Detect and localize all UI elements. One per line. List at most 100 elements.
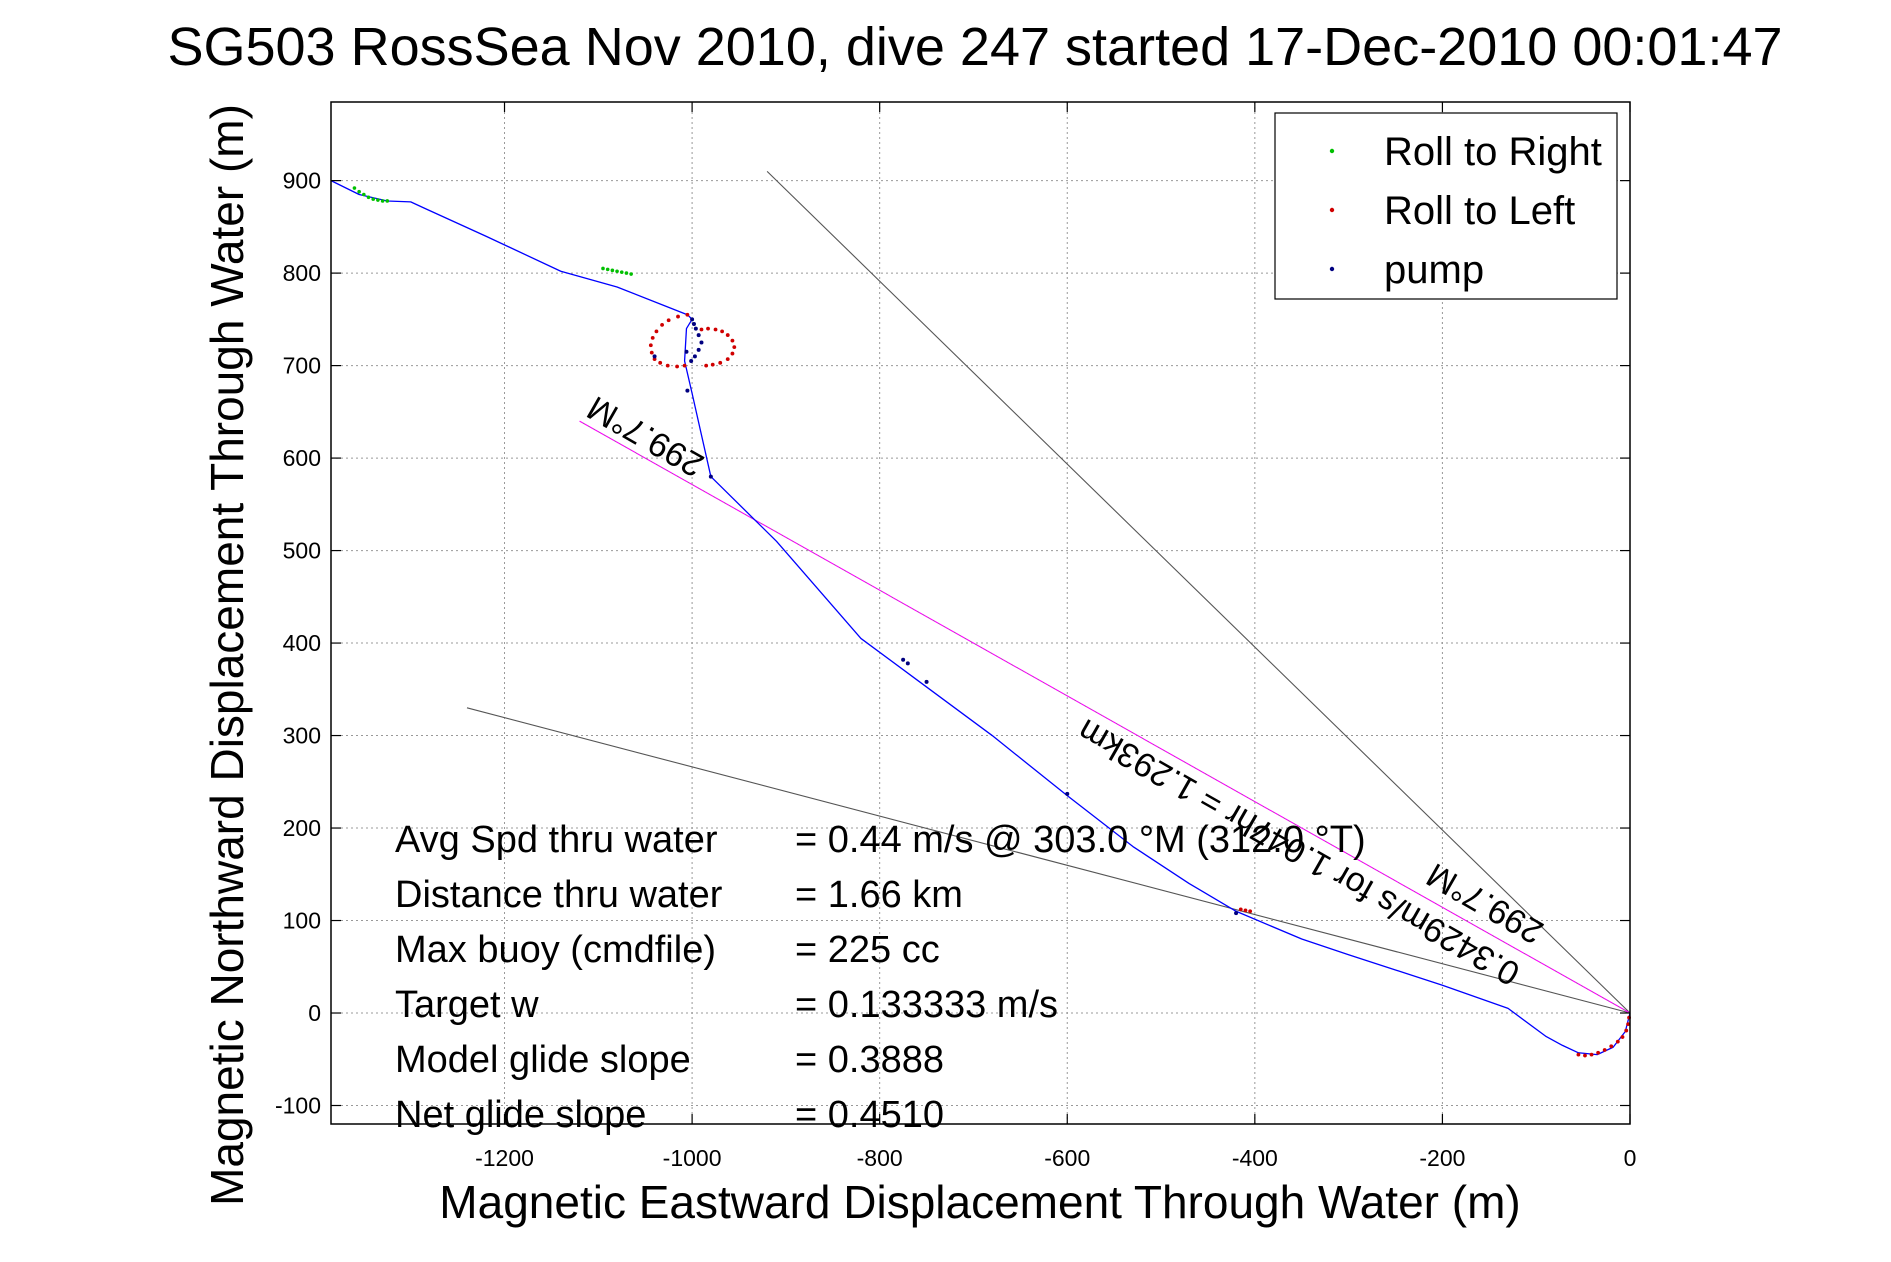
roll-left-point [1626, 1022, 1631, 1027]
reference-line [466, 707, 1631, 1014]
pump-point [652, 354, 657, 359]
stat-label: Distance thru water [395, 874, 723, 916]
roll-left-point [718, 360, 723, 365]
legend-label: Roll to Left [1384, 189, 1575, 233]
legend-label: Roll to Right [1384, 130, 1602, 174]
track-line [330, 180, 1631, 1056]
roll-left-point [1624, 1028, 1629, 1033]
roll-right-point [601, 266, 605, 271]
x-tick-label: 0 [1624, 1145, 1637, 1171]
roll-left-point [654, 329, 659, 334]
roll-left-point [730, 338, 735, 343]
stat-value: = 0.4510 [795, 1094, 944, 1136]
roll-left-point [725, 333, 730, 337]
roll-right-point [376, 198, 380, 202]
roll-left-point [685, 312, 690, 317]
roll-left-point [725, 357, 730, 362]
roll-right-point [352, 186, 357, 190]
roll-left-point [720, 329, 725, 334]
roll-left-point [1589, 1052, 1594, 1057]
pump-point [690, 317, 695, 322]
x-tick-label: -800 [857, 1145, 903, 1171]
roll-left-point [666, 318, 671, 323]
stat-label: Net glide slope [395, 1094, 646, 1136]
pump-point [699, 340, 704, 345]
pump-point [924, 679, 929, 684]
roll-left-point [732, 345, 737, 349]
roll-left-point [676, 314, 680, 319]
pump-point [689, 358, 694, 363]
roll-left-point [1602, 1048, 1607, 1052]
roll-left-point [699, 327, 704, 332]
roll-left-point [730, 351, 735, 356]
x-tick-label: -200 [1419, 1145, 1465, 1171]
stat-value: = 0.3888 [795, 1039, 944, 1081]
legend-marker [1329, 266, 1335, 272]
pump-point [901, 657, 906, 662]
pump-point [684, 349, 689, 354]
legend-marker [1329, 207, 1335, 213]
y-tick-label: 100 [283, 908, 321, 934]
y-tick-label: 700 [283, 353, 321, 379]
roll-left-point [1248, 909, 1253, 914]
chart-title: SG503 RossSea Nov 2010, dive 247 started… [167, 17, 1782, 77]
pump-point [692, 354, 697, 359]
pump-point [708, 474, 713, 479]
roll-right-point [357, 189, 361, 194]
reference-line [766, 170, 1631, 1014]
legend-label: pump [1384, 248, 1484, 292]
dive-statistics: Avg Spd thru water = 0.44 m/s @ 303.0 °M … [395, 819, 1366, 1136]
y-tick-label: 500 [283, 538, 321, 564]
roll-left-point [704, 363, 709, 368]
roll-right-point [371, 197, 376, 201]
roll-left-point [1583, 1053, 1587, 1058]
y-tick-label: 900 [283, 168, 321, 194]
stat-value: = 1.66 km [795, 874, 963, 916]
roll-right-point [605, 267, 610, 272]
x-axis-ticks: -1200 -1000 -800 -600 -400 -200 0 [475, 102, 1636, 1171]
y-tick-label: 400 [283, 630, 321, 656]
stat-value: = 0.133333 m/s [795, 984, 1058, 1026]
event-markers [352, 186, 1631, 1058]
stat-label: Model glide slope [395, 1039, 691, 1081]
roll-right-point [366, 195, 371, 200]
y-axis-ticks: -100 0 100 200 300 400 500 600 700 800 900 [275, 168, 1630, 1119]
roll-right-point [380, 199, 385, 203]
y-tick-label: 300 [283, 723, 321, 749]
stat-label: Max buoy (cmdfile) [395, 929, 716, 971]
pump-point [1234, 911, 1239, 916]
pump-point [696, 333, 701, 338]
pump-point [696, 347, 701, 352]
x-axis-label: Magnetic Eastward Displacement Through W… [439, 1176, 1520, 1228]
pump-point [905, 661, 910, 666]
legend: Roll to Right Roll to Left pump [1274, 112, 1618, 300]
roll-left-point [648, 343, 653, 348]
roll-left-point [665, 363, 670, 368]
roll-left-point [652, 357, 657, 362]
pump-point [691, 321, 696, 326]
stat-value: = 0.44 m/s @ 303.0 °M (312.0 °T) [795, 819, 1366, 861]
dive-track [330, 180, 1631, 1056]
y-tick-label: 600 [283, 445, 321, 471]
x-tick-label: -1000 [663, 1145, 722, 1171]
roll-left-point [649, 350, 654, 355]
roll-left-point [713, 327, 718, 332]
stat-value: = 225 cc [795, 929, 940, 971]
roll-left-point [658, 360, 663, 365]
pump-point [685, 388, 690, 393]
roll-left-point [1596, 1050, 1601, 1055]
x-tick-label: -1200 [475, 1145, 534, 1171]
roll-left-point [675, 364, 679, 369]
roll-right-point [629, 272, 633, 276]
y-tick-label: 0 [308, 1000, 321, 1026]
y-axis-label: Magnetic Northward Displacement Through … [201, 104, 253, 1206]
roll-right-point [619, 270, 624, 274]
pump-point [1065, 791, 1070, 796]
roll-left-point [1609, 1044, 1614, 1049]
pump-point [693, 326, 698, 331]
legend-marker [1329, 148, 1335, 154]
roll-left-point [1576, 1052, 1581, 1057]
y-tick-label: 200 [283, 815, 321, 841]
roll-left-point [650, 335, 655, 340]
